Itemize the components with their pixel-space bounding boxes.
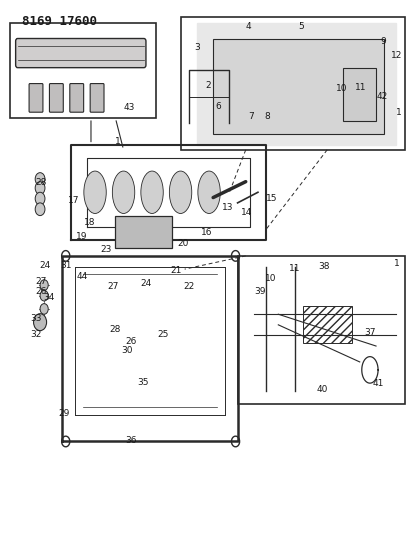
Text: 19: 19 xyxy=(76,232,88,241)
Text: 29: 29 xyxy=(58,409,70,418)
Text: 28: 28 xyxy=(36,178,47,187)
Text: 26: 26 xyxy=(36,287,47,296)
Text: 32: 32 xyxy=(30,330,42,339)
Bar xyxy=(115,216,172,248)
FancyBboxPatch shape xyxy=(16,38,146,68)
FancyBboxPatch shape xyxy=(29,84,43,112)
Text: 23: 23 xyxy=(101,245,112,254)
Text: 41: 41 xyxy=(372,378,383,387)
Text: 1: 1 xyxy=(114,138,120,147)
Text: 2: 2 xyxy=(204,80,210,90)
Text: 8: 8 xyxy=(263,112,269,122)
Text: 10: 10 xyxy=(335,84,347,93)
Text: 3: 3 xyxy=(193,43,199,52)
Text: 20: 20 xyxy=(177,239,189,248)
FancyBboxPatch shape xyxy=(90,84,104,112)
Ellipse shape xyxy=(141,171,163,214)
Text: 36: 36 xyxy=(125,436,136,445)
Polygon shape xyxy=(196,22,396,144)
Text: 40: 40 xyxy=(316,385,328,394)
FancyBboxPatch shape xyxy=(70,84,83,112)
Text: 18: 18 xyxy=(84,218,96,227)
Text: 21: 21 xyxy=(170,266,181,275)
Text: 30: 30 xyxy=(121,346,132,355)
Text: 37: 37 xyxy=(364,328,375,337)
Text: 28: 28 xyxy=(109,325,120,334)
Ellipse shape xyxy=(112,171,135,214)
Text: 27: 27 xyxy=(36,277,47,286)
Text: 5: 5 xyxy=(298,22,303,31)
Text: 22: 22 xyxy=(183,282,194,291)
Circle shape xyxy=(40,290,48,301)
Text: 11: 11 xyxy=(354,83,366,92)
Text: 16: 16 xyxy=(201,228,212,237)
Text: 24: 24 xyxy=(40,261,51,270)
Text: 39: 39 xyxy=(253,287,265,296)
Ellipse shape xyxy=(169,171,191,214)
Text: 38: 38 xyxy=(317,262,329,271)
Text: 6: 6 xyxy=(215,102,220,111)
Text: 10: 10 xyxy=(265,274,276,283)
Circle shape xyxy=(35,182,45,195)
Text: 31: 31 xyxy=(60,261,71,270)
Text: 42: 42 xyxy=(376,92,387,101)
Text: 9: 9 xyxy=(379,37,385,46)
Bar xyxy=(9,22,156,118)
Text: 14: 14 xyxy=(240,208,252,217)
Bar xyxy=(213,38,383,134)
Text: 1: 1 xyxy=(396,108,401,117)
Text: 12: 12 xyxy=(390,51,402,60)
Bar xyxy=(343,68,375,120)
Ellipse shape xyxy=(198,171,220,214)
Circle shape xyxy=(34,314,47,330)
Text: 13: 13 xyxy=(221,203,233,212)
Text: 8169 17600: 8169 17600 xyxy=(22,14,97,28)
Circle shape xyxy=(40,280,48,290)
Circle shape xyxy=(35,192,45,205)
Circle shape xyxy=(35,173,45,185)
Text: 27: 27 xyxy=(108,282,119,291)
Circle shape xyxy=(40,304,48,314)
Text: 33: 33 xyxy=(30,314,42,323)
Text: 11: 11 xyxy=(288,264,300,272)
Text: 35: 35 xyxy=(137,377,148,386)
Bar xyxy=(302,306,351,343)
Text: 25: 25 xyxy=(157,330,169,339)
Text: 43: 43 xyxy=(123,103,135,112)
Text: 15: 15 xyxy=(266,194,277,203)
Text: 1: 1 xyxy=(393,260,399,268)
Text: 7: 7 xyxy=(247,112,253,122)
Circle shape xyxy=(35,203,45,216)
Bar xyxy=(237,256,404,405)
Bar xyxy=(180,17,404,150)
Text: 26: 26 xyxy=(125,337,136,346)
Text: 24: 24 xyxy=(140,279,151,288)
Ellipse shape xyxy=(84,171,106,214)
Text: 4: 4 xyxy=(245,22,251,31)
Text: 34: 34 xyxy=(44,293,55,302)
FancyBboxPatch shape xyxy=(49,84,63,112)
Text: 17: 17 xyxy=(68,196,79,205)
Text: 44: 44 xyxy=(76,271,88,280)
